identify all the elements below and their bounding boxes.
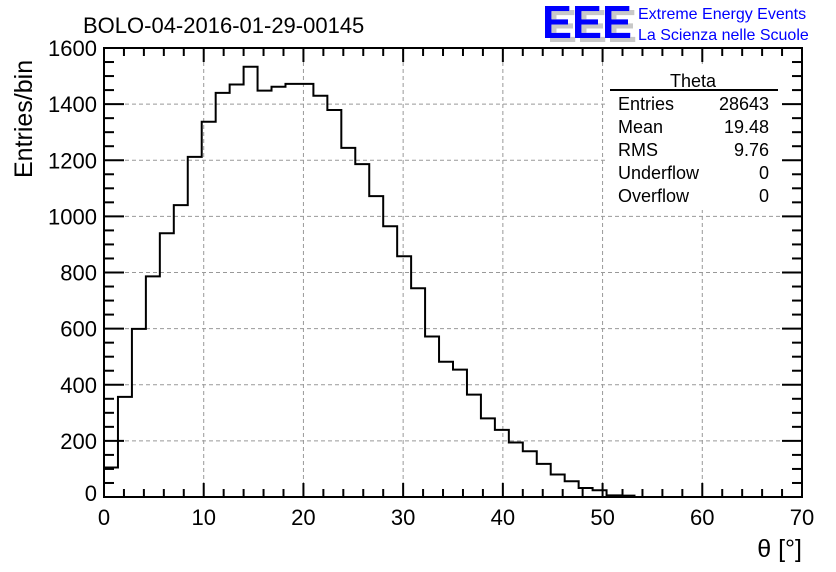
y-tick-label: 0	[85, 481, 97, 506]
y-axis-label: Entries/bin	[10, 60, 38, 178]
y-tick-label: 1200	[48, 148, 97, 173]
x-tick-label: 10	[191, 505, 215, 530]
plot-frame	[103, 47, 803, 498]
stats-label: Mean	[618, 117, 663, 137]
y-tick-label: 800	[60, 261, 97, 286]
stats-value: 9.76	[734, 140, 769, 160]
logo-line1: Extreme Energy Events	[638, 6, 806, 23]
stats-box: Theta Entries 28643 Mean 19.48 RMS 9.76 Underf…	[608, 64, 780, 210]
y-tick-label: 1600	[48, 36, 97, 61]
x-tick-label: 0	[98, 505, 110, 530]
logo-line2: La Scienza nelle Scuole	[638, 27, 809, 44]
histogram-line	[103, 65, 802, 498]
stats-value: 28643	[719, 94, 769, 114]
x-tick-label: 30	[391, 505, 415, 530]
x-tick-label: 20	[291, 505, 315, 530]
y-tick-label: 600	[60, 317, 97, 342]
stats-label: Entries	[618, 94, 674, 114]
y-tick-label: 1000	[48, 204, 97, 229]
logo-text: EEE	[542, 0, 632, 48]
x-tick-label: 70	[790, 505, 814, 530]
eee-logo: EEE Extreme Energy Events La Scienza nel…	[542, 0, 809, 48]
y-tick-label: 400	[60, 373, 97, 398]
stats-label: RMS	[618, 140, 658, 160]
stats-value: 0	[759, 186, 769, 206]
x-axis-label: θ [°]	[757, 535, 802, 563]
x-tick-label: 40	[491, 505, 515, 530]
chart-title: BOLO-04-2016-01-29-00145	[83, 13, 364, 38]
stats-title: Theta	[670, 71, 717, 91]
x-tick-label: 50	[590, 505, 614, 530]
y-tick-label: 1400	[48, 92, 97, 117]
y-tick-label: 200	[60, 429, 97, 454]
stats-label: Overflow	[618, 186, 690, 206]
x-tick-label: 60	[690, 505, 714, 530]
stats-value: 19.48	[724, 117, 769, 137]
stats-label: Underflow	[618, 163, 700, 183]
stats-value: 0	[759, 163, 769, 183]
tick-labels: 0 10 20 30 40 50 60 70 0 200 400 600 800 1000 1200 1400…	[48, 36, 814, 530]
